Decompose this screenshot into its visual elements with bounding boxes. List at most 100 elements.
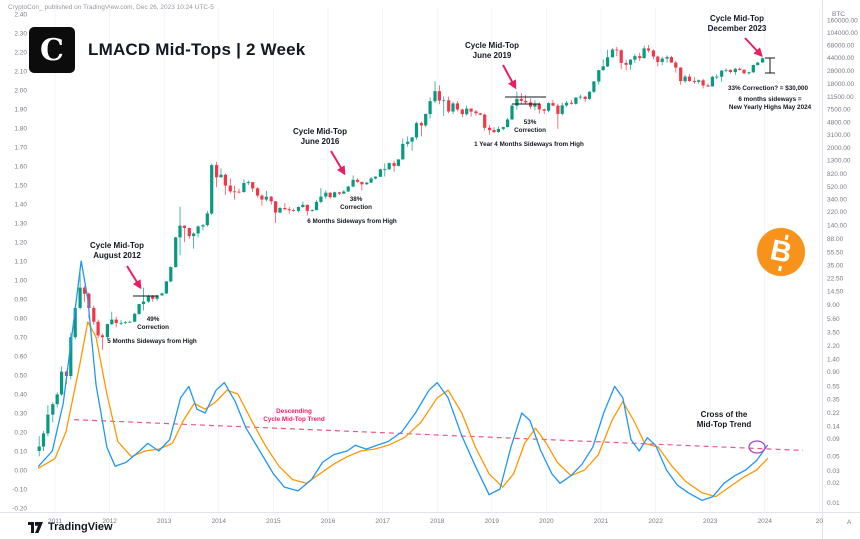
candle-body bbox=[674, 62, 678, 68]
bitcoin-b-glyph: B bbox=[767, 233, 795, 270]
indicator-axis-left[interactable]: 2.40 2.30 2.20 2.10 2.00 1.90 1.80 1.70 1.60 1.50… bbox=[12, 12, 27, 513]
candle-body bbox=[242, 183, 246, 192]
price-axis-label: 9.00 bbox=[827, 302, 840, 309]
indicator-axis-label: 0.60 bbox=[14, 354, 27, 361]
candle-body bbox=[679, 67, 683, 82]
price-axis-label: 44000.00 bbox=[827, 55, 854, 62]
candle-body bbox=[406, 141, 410, 144]
candle-body bbox=[187, 228, 191, 237]
indicator-axis-label: 0.10 bbox=[14, 449, 27, 456]
price-axis-label: 0.09 bbox=[827, 436, 840, 443]
candle-body bbox=[160, 293, 164, 296]
candle-body bbox=[651, 50, 655, 57]
candle-body bbox=[369, 178, 373, 183]
candle-body bbox=[728, 69, 732, 72]
candle-body bbox=[301, 204, 305, 207]
price-axis-label: 4800.00 bbox=[827, 120, 851, 127]
candle-body bbox=[715, 76, 719, 78]
time-axis-label: 2017 bbox=[375, 518, 390, 525]
annotation-arrow bbox=[126, 265, 142, 290]
indicator-axis-label: 1.40 bbox=[14, 202, 27, 209]
candle-body bbox=[615, 49, 619, 51]
price-axis-label: 340.00 bbox=[827, 197, 847, 204]
candle-body bbox=[237, 191, 241, 193]
candle-body bbox=[419, 123, 423, 126]
candle-body bbox=[619, 50, 623, 63]
candle-body bbox=[606, 57, 610, 67]
candle-body bbox=[447, 100, 451, 112]
candle-body bbox=[41, 433, 46, 447]
candle-body bbox=[215, 165, 219, 178]
candle-body bbox=[560, 105, 564, 114]
time-axis-label: 2015 bbox=[266, 518, 281, 525]
candle-body bbox=[274, 201, 278, 213]
candle-body bbox=[478, 113, 482, 115]
candle-body bbox=[483, 114, 487, 128]
candle-body bbox=[82, 287, 87, 294]
time-axis[interactable]: 2011 2012 2013 2014 2015 2016 2017 2018 2019 2020… bbox=[48, 518, 852, 526]
time-axis-label: 2021 bbox=[594, 518, 609, 525]
price-axis-label: 1300.00 bbox=[827, 158, 851, 165]
candle-body bbox=[373, 176, 378, 179]
candle-body bbox=[633, 56, 637, 60]
candle-body bbox=[260, 195, 264, 200]
indicator-axis-label: 0.30 bbox=[14, 411, 27, 418]
indicator-axis-label: 1.70 bbox=[14, 145, 27, 152]
candle-body bbox=[233, 191, 237, 193]
candle-body bbox=[246, 182, 250, 184]
time-axis-label: 2018 bbox=[430, 518, 445, 525]
price-axis-label: 0.02 bbox=[827, 480, 840, 487]
candle-body bbox=[587, 91, 592, 99]
candle-body bbox=[365, 182, 369, 185]
candle-body bbox=[442, 100, 446, 102]
candle-body bbox=[437, 91, 441, 101]
candle-body bbox=[337, 192, 342, 194]
candle-body bbox=[305, 204, 309, 211]
candle-body bbox=[251, 182, 255, 189]
candle-body bbox=[228, 185, 232, 192]
price-axis-label: 520.00 bbox=[827, 184, 847, 191]
candle-body bbox=[55, 394, 59, 405]
candle-body bbox=[683, 76, 687, 82]
candle-body bbox=[469, 108, 473, 112]
candle-body bbox=[510, 105, 514, 120]
candle-body bbox=[96, 321, 100, 336]
price-axis-label: 2000.00 bbox=[827, 145, 851, 152]
candle-body bbox=[151, 295, 155, 299]
candle-body bbox=[133, 313, 137, 322]
price-axis-label: 28000.00 bbox=[827, 68, 854, 75]
candle-body bbox=[669, 57, 673, 63]
time-axis-label: 2024 bbox=[758, 518, 773, 525]
price-axis-label: 68000.00 bbox=[827, 42, 854, 49]
candle-body bbox=[314, 201, 319, 211]
candle-body bbox=[465, 108, 469, 115]
candle-body bbox=[328, 192, 332, 198]
candle-body bbox=[701, 80, 705, 86]
candle-body bbox=[610, 49, 615, 58]
candle-body bbox=[114, 319, 118, 323]
candle-body bbox=[660, 58, 664, 62]
candle-body bbox=[146, 295, 150, 302]
indicator-axis-label: 1.90 bbox=[14, 107, 27, 114]
candle-body bbox=[547, 103, 551, 111]
price-axis-label: 0.14 bbox=[827, 423, 840, 430]
time-axis-label: 2012 bbox=[102, 518, 117, 525]
tradingview-attribution[interactable]: TradingView bbox=[28, 521, 113, 533]
candle-body bbox=[401, 143, 405, 160]
candle-body bbox=[542, 109, 546, 111]
price-axis-label: 88.00 bbox=[827, 236, 844, 243]
candle-body bbox=[720, 70, 724, 77]
price-axis-label: 0.22 bbox=[827, 410, 840, 417]
candle-body bbox=[310, 210, 314, 211]
time-axis-label: 2023 bbox=[703, 518, 718, 525]
publish-info: CryptoCon_ published on TradingView.com,… bbox=[8, 4, 214, 11]
annotation-arrow bbox=[330, 150, 346, 176]
candle-body bbox=[192, 233, 196, 237]
indicator-axis-label: 2.10 bbox=[14, 69, 27, 76]
candle-body bbox=[137, 304, 141, 314]
candle-body bbox=[519, 98, 523, 101]
candle-body bbox=[646, 48, 651, 51]
candle-body bbox=[724, 69, 728, 71]
